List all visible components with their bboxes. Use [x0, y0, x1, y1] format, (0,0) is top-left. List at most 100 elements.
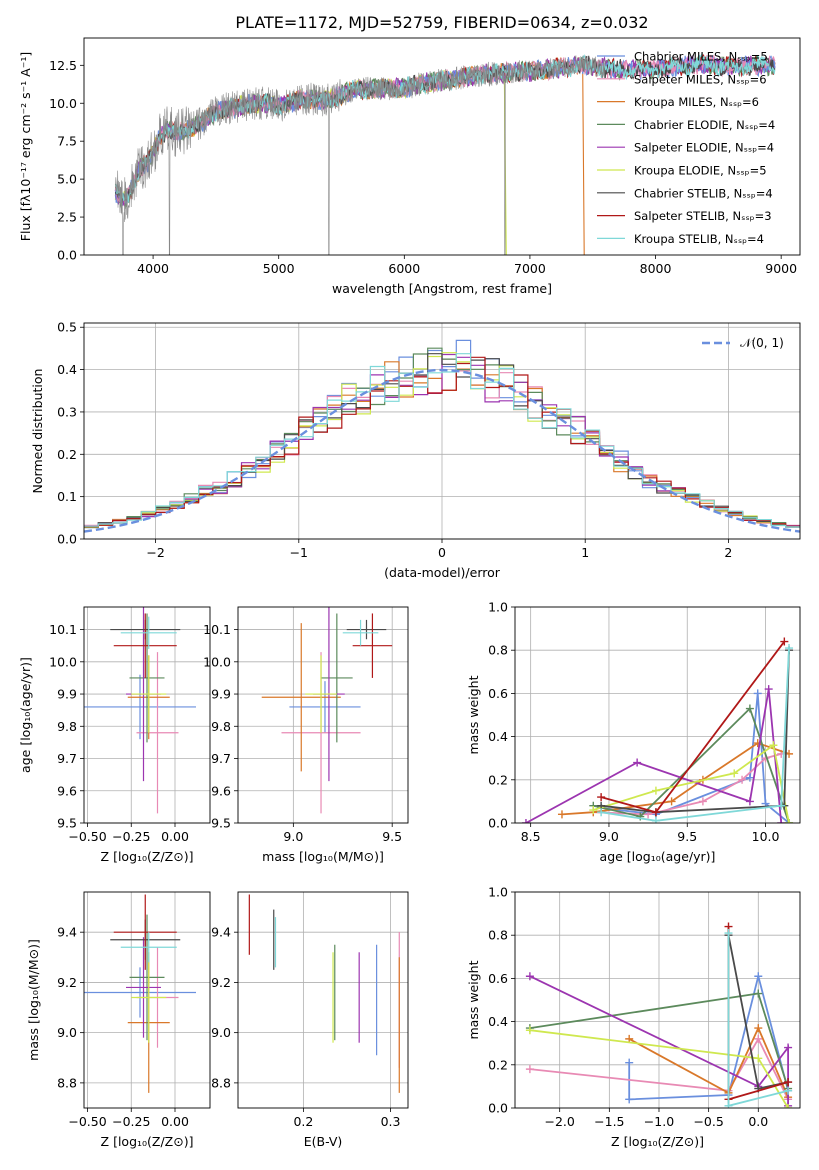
axes-frame [514, 891, 801, 1109]
y-tick-label: 0.0 [488, 1101, 508, 1116]
y-tick-label: 0.0 [488, 816, 508, 831]
weight-marker-salpeter-miles [754, 1034, 763, 1043]
weight-marker-salpeter-stelib [651, 808, 660, 817]
x-tick-label: 0.2 [293, 1114, 313, 1129]
y-axis-label: mass weight [466, 960, 481, 1039]
y-tick-label: 0.8 [488, 643, 508, 658]
weight-marker-kroupa-elodie [589, 806, 598, 815]
plot-area [84, 607, 196, 814]
x-axis-label: wavelength [Angstrom, rest frame] [332, 281, 552, 296]
observed-spectrum [115, 55, 606, 255]
weight-marker-kroupa-elodie [769, 741, 778, 750]
y-tick-label: 9.4 [57, 925, 77, 940]
weight-marker-salpeter-miles [738, 775, 747, 784]
weight-marker-salpeter-miles [525, 1065, 534, 1074]
y-tick-label: 9.2 [211, 975, 231, 990]
y-tick-label: 0.2 [57, 447, 77, 462]
weight-marker-chabrier-miles [625, 1095, 634, 1104]
weight-marker-salpeter-elodie [525, 972, 534, 981]
x-tick-label: 9.0 [283, 829, 303, 844]
y-tick-label: 1.0 [488, 600, 508, 615]
x-axis-label: age [log₁₀(age/yr)] [600, 849, 716, 864]
x-tick-label: −1 [290, 545, 308, 560]
axes-frame [83, 606, 211, 824]
axes-frame [83, 891, 211, 1109]
weight-marker-kroupa-miles [667, 797, 676, 806]
y-tick-label: 0.2 [488, 1057, 508, 1072]
y-tick-label: 0.0 [57, 248, 77, 263]
x-tick-label: −2 [146, 545, 164, 560]
weight-line-salpeter-miles [529, 1036, 789, 1100]
weight-marker-kroupa-miles [557, 810, 566, 819]
weight-marker-salpeter-elodie [784, 1043, 793, 1052]
y-tick-label: 9.8 [211, 719, 231, 734]
x-tick-label: 0.0 [748, 1114, 768, 1129]
legend-label-chabrier-miles: Chabrier MILES, Nₛₛₚ=5 [634, 50, 768, 64]
weight-marker-salpeter-stelib [780, 637, 789, 646]
x-tick-label: −0.50 [68, 829, 106, 844]
y-tick-label: 9.9 [57, 687, 77, 702]
y-tick-label: 2.5 [57, 210, 77, 225]
mass-weight-vs-metallicity-panel: −2.0 −1.5 −1.0 −0.5 0.0 0.0 0.2 0.4 0.6 0.8 1.0 Z [… [466, 885, 801, 1149]
weight-marker-kroupa-stelib [651, 816, 660, 823]
x-tick-label: 8.5 [521, 829, 541, 844]
x-tick-label: 1 [581, 545, 589, 560]
x-tick-label: −0.25 [112, 1114, 150, 1129]
figure-title: PLATE=1172, MJD=52759, FIBERID=0634, z=0… [235, 13, 648, 32]
weight-marker-kroupa-elodie [651, 786, 660, 795]
y-tick-label: 9.0 [57, 1025, 77, 1040]
y-tick-label: 1.0 [488, 885, 508, 900]
y-tick-label: 10.0 [49, 654, 77, 669]
plot-area [114, 52, 776, 255]
y-tick-label: 9.5 [211, 816, 231, 831]
x-tick-label: −1.5 [594, 1114, 624, 1129]
histogram-salpeter-stelib [84, 356, 800, 528]
y-tick-label: 0.4 [488, 729, 508, 744]
weight-marker-kroupa-stelib [785, 644, 794, 653]
plot-area [521, 637, 794, 823]
age-vs-mass-panel: 9.0 9.5 9.5 9.6 9.7 9.8 9.9 10.0 10.1 mass [log₁₀… [203, 606, 409, 864]
weight-line-kroupa-miles [628, 1025, 789, 1098]
y-tick-label: 0.2 [488, 772, 508, 787]
axes-frame [83, 37, 801, 256]
y-tick-label: 0.4 [488, 1014, 508, 1029]
x-tick-label: −1.0 [644, 1114, 674, 1129]
axes-frame [237, 606, 409, 824]
weight-marker-kroupa-stelib [784, 1086, 793, 1095]
weight-marker-salpeter-stelib [784, 1078, 793, 1087]
y-tick-label: 0.5 [57, 320, 77, 335]
x-axis-label: (data-model)/error [384, 565, 501, 580]
x-tick-label: 8000 [640, 261, 672, 276]
weight-marker-salpeter-elodie [764, 685, 773, 694]
axes-frame [237, 891, 409, 1109]
axes-frame [514, 606, 801, 824]
weight-marker-salpeter-stelib [597, 793, 606, 802]
weight-marker-chabrier-miles [753, 689, 762, 698]
y-tick-label: 0.6 [488, 686, 508, 701]
y-tick-label: 9.9 [211, 687, 231, 702]
y-tick-label: 8.8 [57, 1075, 77, 1090]
normal-curve [84, 368, 800, 533]
y-tick-label: 10.1 [49, 622, 77, 637]
x-axis-label: E(B-V) [304, 1134, 343, 1149]
legend-label-chabrier-stelib: Chabrier STELIB, Nₛₛₚ=4 [634, 186, 773, 200]
weight-marker-chabrier-miles [745, 773, 754, 782]
x-tick-label: −0.25 [112, 829, 150, 844]
legend-label-salpeter-elodie: Salpeter ELODIE, Nₛₛₚ=4 [634, 141, 774, 155]
y-tick-label: 9.0 [211, 1025, 231, 1040]
y-tick-label: 8.8 [211, 1075, 231, 1090]
mass-weight-vs-age-panel: 8.5 9.0 9.5 10.0 0.0 0.2 0.4 0.6 0.8 1.0 age [log₁… [466, 600, 801, 864]
y-tick-label: 9.4 [211, 925, 231, 940]
weight-line-kroupa-stelib [600, 647, 790, 822]
y-tick-label: 7.5 [57, 134, 77, 149]
weight-marker-kroupa-stelib [777, 801, 786, 810]
y-tick-label: 10.0 [49, 96, 77, 111]
mass-vs-extinction-panel: 0.2 0.3 8.8 9.0 9.2 9.4 E(B-V) [211, 891, 409, 1149]
y-tick-label: 0.1 [57, 489, 77, 504]
weight-marker-kroupa-elodie [785, 819, 794, 823]
x-axis-label: mass [log₁₀(M/M⊙)] [262, 849, 384, 864]
y-tick-label: 9.6 [57, 783, 77, 798]
y-tick-label: 0.8 [488, 928, 508, 943]
residual-histogram-panel: −2 −1 0 1 2 0.0 0.1 0.2 0.3 0.4 0.5 (data-model)/er… [30, 320, 801, 580]
